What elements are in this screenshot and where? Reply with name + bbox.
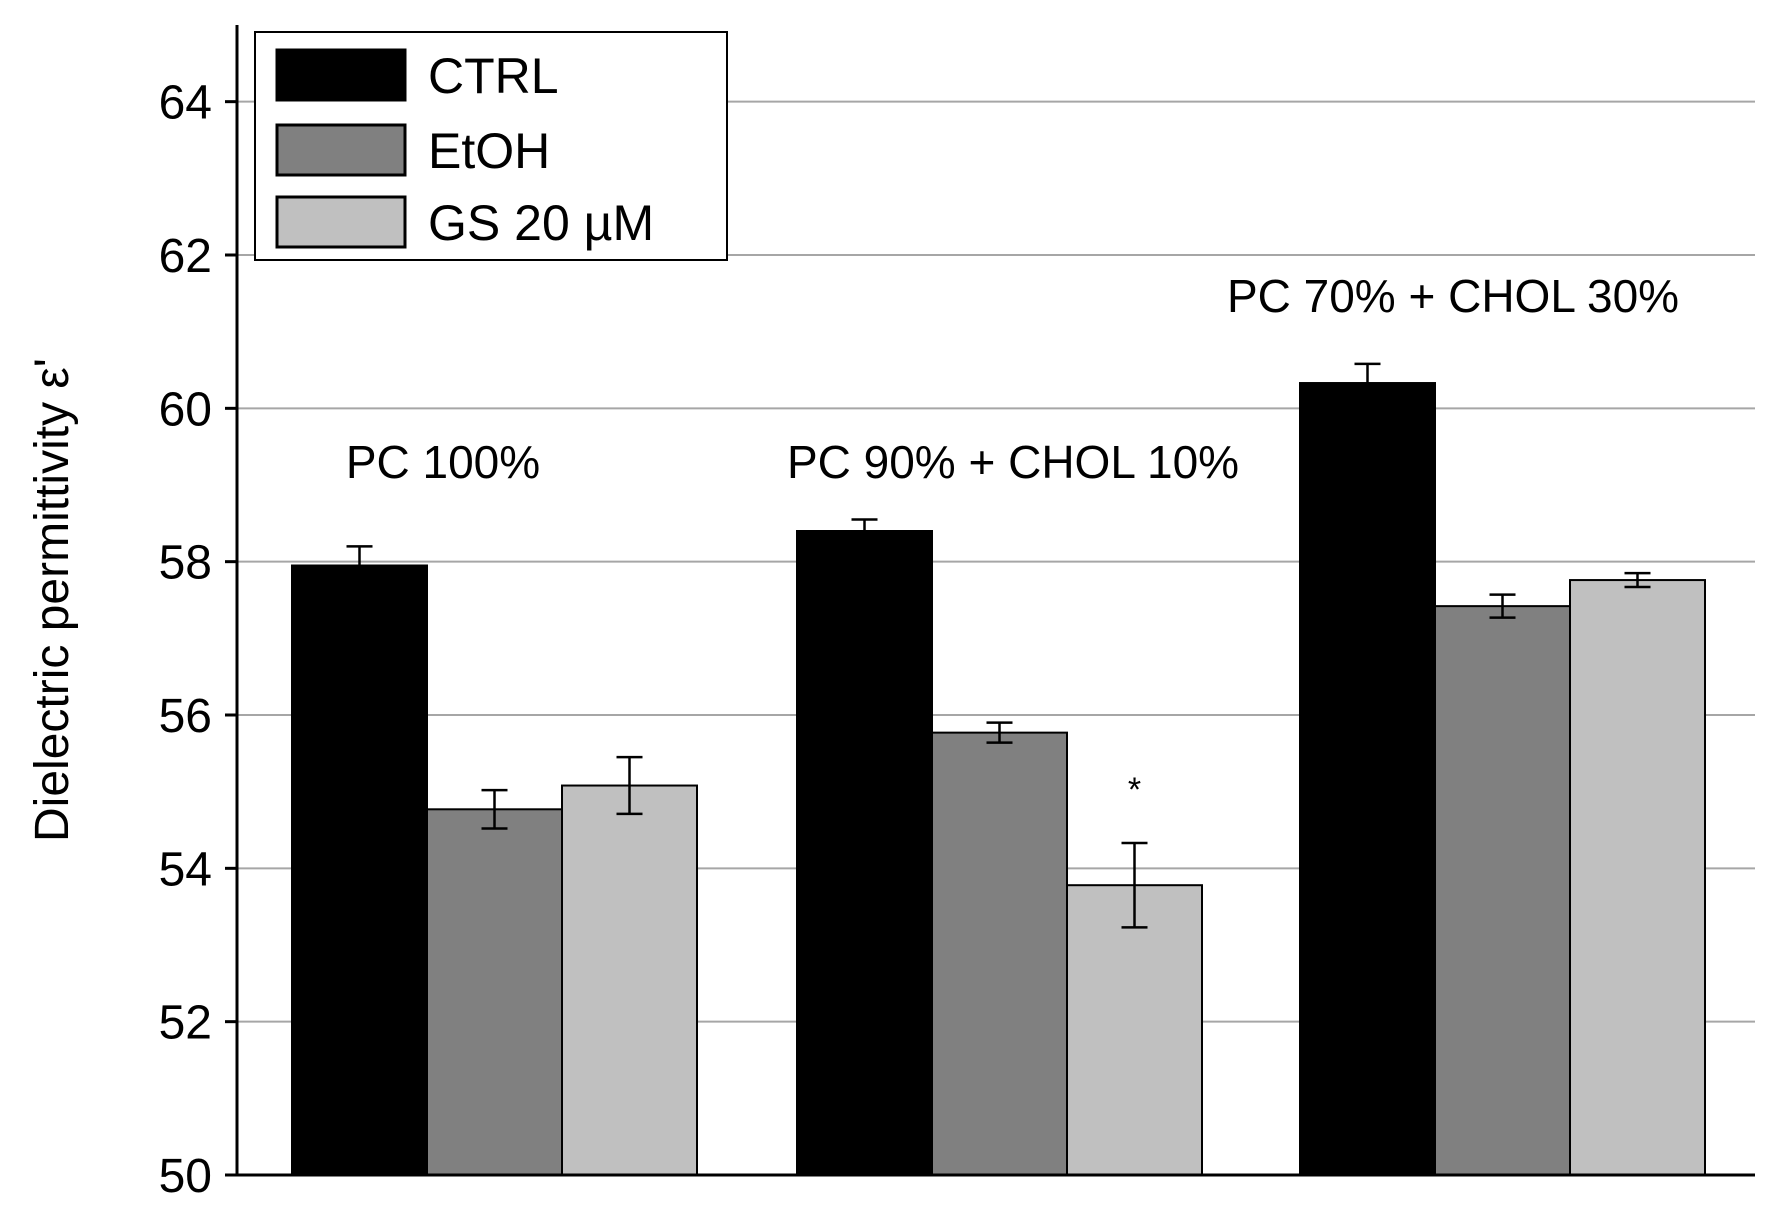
legend-label-gs-20-m: GS 20 µM xyxy=(428,195,654,251)
legend-label-ctrl: CTRL xyxy=(428,48,559,104)
y-tick-label-54: 54 xyxy=(159,843,212,896)
category-labels: PC 100% PC 90% + CHOL 10% PC 70% + CHOL 30… xyxy=(346,270,1679,488)
significance-mark: * xyxy=(1128,771,1141,809)
legend-swatch-ctrl xyxy=(275,48,407,102)
error-bar-pc-100-etoh xyxy=(481,788,508,830)
error-bar-pc-90-chol-10-ctrl xyxy=(851,518,878,544)
bar-pc-70-chol-30-ctrl xyxy=(1299,382,1436,1176)
bar-pc-90-chol-10-gs-20-m xyxy=(1066,884,1203,1176)
bar-pc-100-gs-20-m xyxy=(561,784,698,1176)
y-tick-label-60: 60 xyxy=(159,383,212,436)
bar-pc-70-chol-30-gs-20-m xyxy=(1569,579,1706,1176)
y-tick-label-50: 50 xyxy=(159,1150,212,1203)
bar-pc-70-chol-30-etoh xyxy=(1434,605,1571,1176)
category-label-pc-70-chol-30: PC 70% + CHOL 30% xyxy=(1227,270,1679,322)
y-ticks: 50 52 54 56 58 60 62 64 xyxy=(159,77,237,1203)
y-tick-label-58: 58 xyxy=(159,537,212,590)
category-label-pc-100: PC 100% xyxy=(346,436,540,488)
bar-pc-100-etoh xyxy=(426,808,563,1176)
axes xyxy=(230,25,1755,1177)
bar-pc-90-chol-10-etoh xyxy=(931,731,1068,1177)
legend-swatch-etoh xyxy=(275,123,407,177)
legend-label-etoh: EtOH xyxy=(428,123,550,179)
error-bar-pc-70-chol-30-etoh xyxy=(1489,593,1516,619)
error-bar-pc-100-gs-20-m xyxy=(616,755,643,816)
y-tick-label-56: 56 xyxy=(159,690,212,743)
y-tick-label-62: 62 xyxy=(159,230,212,283)
error-bar-pc-90-chol-10-etoh xyxy=(986,721,1013,744)
legend-swatch-gs-20-m xyxy=(275,195,407,249)
category-label-pc-90-chol-10: PC 90% + CHOL 10% xyxy=(787,436,1239,488)
error-bar-pc-70-chol-30-ctrl xyxy=(1354,362,1381,404)
error-bar-pc-70-chol-30-gs-20-m xyxy=(1624,571,1651,589)
error-bar-pc-90-chol-10-gs-20-m xyxy=(1121,841,1148,929)
error-bar-pc-100-ctrl xyxy=(346,545,373,586)
legend: CTRL EtOH GS 20 µM xyxy=(254,31,728,261)
bar-pc-90-chol-10-ctrl xyxy=(796,530,933,1176)
y-axis-title: Dielectric permittivity ε' xyxy=(26,358,79,842)
bars: * xyxy=(291,362,1706,1177)
y-tick-label-52: 52 xyxy=(159,997,212,1050)
bar-pc-100-ctrl xyxy=(291,564,428,1176)
y-tick-label-64: 64 xyxy=(159,77,212,130)
